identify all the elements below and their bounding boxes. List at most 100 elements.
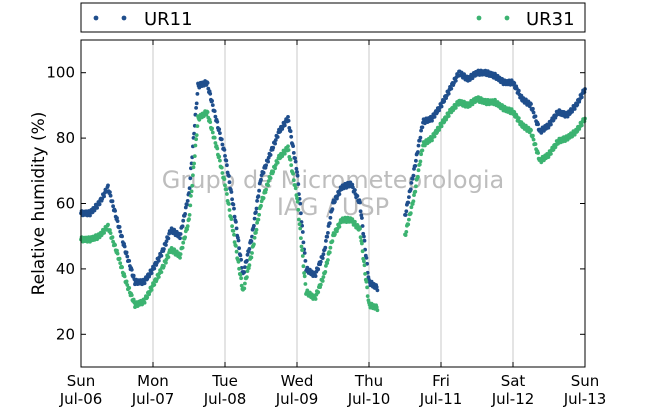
- data-point: [318, 282, 323, 287]
- data-point: [446, 91, 451, 96]
- data-point: [531, 106, 535, 111]
- data-point: [418, 135, 423, 140]
- data-point: [217, 154, 222, 159]
- data-point: [156, 258, 161, 263]
- data-point: [220, 171, 225, 175]
- data-point: [222, 177, 227, 182]
- data-point: [305, 288, 310, 293]
- data-point: [293, 186, 298, 191]
- data-point: [162, 264, 166, 268]
- data-point: [159, 270, 164, 274]
- data-point: [131, 297, 136, 302]
- data-point: [223, 183, 227, 188]
- data-point: [245, 269, 250, 273]
- data-point: [245, 252, 250, 257]
- data-point: [414, 184, 418, 189]
- data-point: [407, 217, 411, 222]
- data-point: [512, 110, 517, 114]
- data-point: [321, 252, 326, 257]
- data-point: [178, 252, 183, 256]
- data-point: [419, 128, 423, 133]
- data-point: [115, 248, 119, 253]
- data-point: [266, 183, 270, 188]
- data-point: [275, 160, 280, 165]
- x-tick-label-date: Jul-09: [275, 390, 319, 408]
- data-point: [353, 219, 357, 224]
- data-point: [271, 145, 276, 150]
- data-point: [337, 192, 342, 197]
- data-point: [259, 177, 263, 182]
- data-point: [298, 226, 303, 231]
- data-point: [289, 134, 294, 139]
- data-point: [327, 250, 332, 255]
- data-point: [293, 159, 298, 164]
- data-point: [95, 206, 99, 210]
- data-point: [330, 207, 335, 212]
- data-point: [237, 246, 242, 251]
- data-point: [572, 107, 577, 111]
- data-point: [493, 71, 497, 76]
- data-point: [117, 256, 122, 261]
- data-point: [252, 235, 257, 240]
- data-point: [268, 153, 273, 157]
- data-point: [325, 261, 330, 265]
- data-point: [234, 226, 239, 231]
- data-point: [194, 133, 199, 138]
- data-point: [410, 176, 415, 181]
- data-point: [117, 225, 122, 229]
- data-point: [416, 168, 421, 173]
- data-point: [129, 293, 134, 297]
- data-point: [300, 248, 304, 253]
- data-point: [302, 251, 307, 255]
- data-point: [273, 138, 278, 142]
- data-point: [255, 220, 259, 225]
- data-point: [313, 274, 318, 278]
- data-point: [149, 288, 154, 292]
- data-point: [162, 247, 166, 251]
- data-point: [217, 127, 222, 132]
- data-point: [358, 200, 362, 205]
- data-point: [210, 126, 215, 131]
- data-point: [234, 220, 238, 224]
- data-point: [326, 258, 330, 262]
- y-tick-label: 100: [46, 64, 75, 82]
- data-point: [110, 235, 115, 240]
- data-point: [247, 247, 252, 251]
- data-point: [115, 251, 120, 256]
- data-point: [230, 197, 235, 202]
- data-point: [282, 123, 287, 128]
- data-point: [232, 214, 237, 219]
- data-point: [417, 162, 422, 167]
- legend-marker: [504, 15, 510, 21]
- data-point: [358, 235, 363, 240]
- data-point: [195, 92, 200, 96]
- data-point: [227, 180, 232, 185]
- data-point: [266, 179, 271, 183]
- data-point: [178, 255, 182, 260]
- data-point: [247, 263, 252, 268]
- data-point: [194, 101, 199, 106]
- legend-box: [80, 2, 586, 33]
- data-point: [420, 125, 425, 130]
- data-point: [254, 210, 258, 215]
- data-point: [326, 231, 330, 235]
- data-point: [249, 239, 254, 244]
- data-point: [529, 102, 533, 106]
- data-point: [420, 148, 425, 153]
- data-point: [113, 209, 117, 213]
- data-point: [296, 182, 301, 187]
- data-point: [533, 114, 538, 119]
- data-point: [268, 176, 273, 180]
- data-point: [261, 170, 266, 175]
- data-point: [229, 190, 234, 194]
- data-point: [407, 195, 411, 200]
- data-point: [166, 236, 171, 241]
- watermark-line: Grupo de Micrometeorologia: [162, 166, 504, 194]
- data-point: [446, 114, 451, 118]
- data-point: [409, 205, 414, 210]
- data-point: [239, 257, 244, 262]
- data-point: [291, 144, 295, 149]
- data-point: [364, 279, 369, 284]
- data-point: [291, 171, 295, 176]
- data-point: [185, 227, 190, 232]
